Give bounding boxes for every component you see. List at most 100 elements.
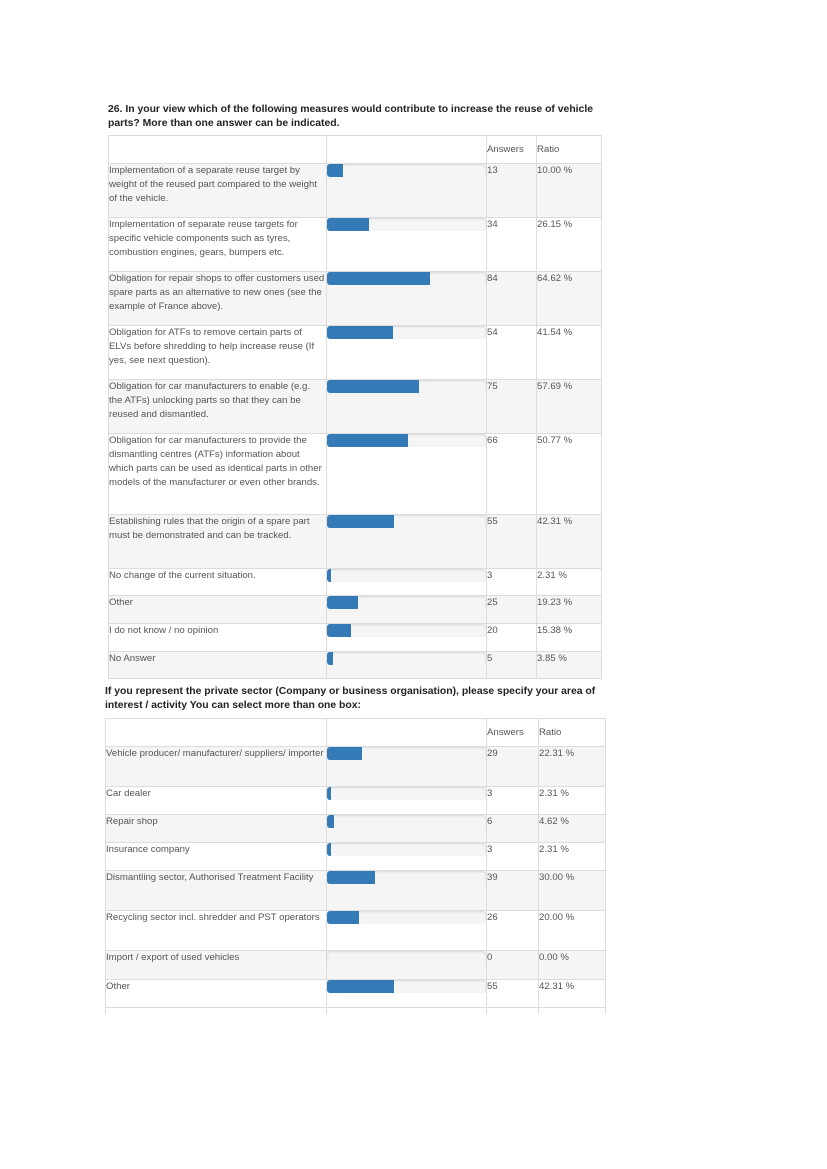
row-label: Other — [105, 979, 327, 1008]
answer-ratio: 3.85 % — [536, 651, 602, 679]
table-row: Dismantling sector, Authorised Treatment… — [105, 870, 606, 911]
answer-ratio: 30.00 % — [538, 870, 606, 911]
progress-bar-fill — [327, 911, 359, 924]
progress-bar-cell — [326, 325, 487, 380]
row-label: Obligation for repair shops to offer cus… — [108, 271, 327, 326]
progress-bar-cell — [326, 870, 487, 911]
answer-ratio: 41.54 % — [536, 325, 602, 380]
table-row: Repair shop 6 4.62 % — [105, 814, 606, 843]
table-row-partial — [105, 1007, 606, 1014]
question-26-title-line1: 26. In your view which of the following … — [108, 104, 594, 115]
answer-ratio: 2.31 % — [538, 786, 606, 815]
answer-count: 13 — [486, 163, 537, 218]
progress-bar-fill — [327, 652, 334, 665]
progress-bar-fill — [327, 164, 343, 177]
progress-bar-cell — [326, 950, 487, 980]
progress-bar-fill — [327, 272, 430, 285]
answer-count: 25 — [486, 595, 537, 624]
empty-cell — [326, 1007, 487, 1014]
table-header-row: Answers Ratio — [105, 718, 606, 747]
private-sector-results-table: Answers Ratio Vehicle producer/ manufact… — [105, 718, 606, 1014]
progress-bar-fill — [327, 787, 331, 800]
progress-bar-track — [327, 218, 486, 231]
progress-bar-cell — [326, 910, 487, 951]
progress-bar-cell — [326, 514, 487, 569]
answer-count: 26 — [486, 910, 539, 951]
answer-ratio: 4.62 % — [538, 814, 606, 843]
answer-count: 3 — [486, 842, 539, 871]
progress-bar-track — [327, 980, 486, 993]
answer-count: 3 — [486, 568, 537, 596]
header-answers: Answers — [486, 718, 539, 747]
table-row: Obligation for car manufacturers to enab… — [108, 379, 602, 434]
row-label: Obligation for car manufacturers to enab… — [108, 379, 327, 434]
table-row: I do not know / no opinion 20 15.38 % — [108, 623, 602, 652]
progress-bar-cell — [326, 979, 487, 1008]
answer-count: 34 — [486, 217, 537, 272]
table-row: Import / export of used vehicles 0 0.00 % — [105, 950, 606, 980]
header-bar-cell — [326, 135, 487, 164]
question-26-title-line2: parts? More than one answer can be indic… — [108, 118, 340, 129]
progress-bar-fill — [327, 515, 395, 528]
answer-count: 20 — [486, 623, 537, 652]
progress-bar-cell — [326, 842, 487, 871]
row-label: Obligation for car manufacturers to prov… — [108, 433, 327, 515]
answer-count: 66 — [486, 433, 537, 515]
row-label: Import / export of used vehicles — [105, 950, 327, 980]
table-row: Car dealer 3 2.31 % — [105, 786, 606, 815]
table-row: Insurance company 3 2.31 % — [105, 842, 606, 871]
answer-count: 75 — [486, 379, 537, 434]
progress-bar-track — [327, 624, 486, 637]
answer-ratio: 22.31 % — [538, 746, 606, 787]
answer-ratio: 19.23 % — [536, 595, 602, 624]
private-sector-title-line2: interest / activity You can select more … — [105, 700, 361, 711]
question-26-results-table: Answers Ratio Implementation of a separa… — [108, 135, 602, 679]
progress-bar-cell — [326, 217, 487, 272]
header-bar-cell — [326, 718, 487, 747]
answer-count: 55 — [486, 979, 539, 1008]
progress-bar-track — [327, 843, 486, 856]
row-label: Other — [108, 595, 327, 624]
row-label: Vehicle producer/ manufacturer/ supplier… — [105, 746, 327, 787]
table-row: Other 25 19.23 % — [108, 595, 602, 624]
progress-bar-track — [327, 747, 486, 760]
answer-count: 6 — [486, 814, 539, 843]
table-row: No change of the current situation. 3 2.31… — [108, 568, 602, 596]
row-label: No change of the current situation. — [108, 568, 327, 596]
row-label: Recycling sector incl. shredder and PST … — [105, 910, 327, 951]
progress-bar-track — [327, 596, 486, 609]
answer-ratio: 2.31 % — [536, 568, 602, 596]
answer-ratio: 42.31 % — [538, 979, 606, 1008]
answer-count: 54 — [486, 325, 537, 380]
progress-bar-track — [327, 815, 486, 828]
progress-bar-track — [327, 569, 486, 582]
progress-bar-fill — [327, 624, 352, 637]
table-row: Implementation of a separate reuse targe… — [108, 163, 602, 218]
row-label: Insurance company — [105, 842, 327, 871]
answer-count: 5 — [486, 651, 537, 679]
progress-bar-cell — [326, 595, 487, 624]
progress-bar-track — [327, 787, 486, 800]
row-label: I do not know / no opinion — [108, 623, 327, 652]
row-label: Repair shop — [105, 814, 327, 843]
header-blank-cell — [105, 718, 327, 747]
table-row: Obligation for repair shops to offer cus… — [108, 271, 602, 326]
answer-ratio: 15.38 % — [536, 623, 602, 652]
empty-cell — [486, 1007, 539, 1014]
answer-count: 84 — [486, 271, 537, 326]
progress-bar-fill — [327, 380, 419, 393]
row-label: Implementation of separate reuse targets… — [108, 217, 327, 272]
header-blank-cell — [108, 135, 327, 164]
answer-count: 3 — [486, 786, 539, 815]
table-row: Establishing rules that the origin of a … — [108, 514, 602, 569]
table-row: No Answer 5 3.85 % — [108, 651, 602, 679]
progress-bar-track — [327, 434, 486, 447]
header-ratio: Ratio — [536, 135, 602, 164]
table-row: Obligation for car manufacturers to prov… — [108, 433, 602, 515]
table-header-row: Answers Ratio — [108, 135, 602, 164]
answer-ratio: 0.00 % — [538, 950, 606, 980]
progress-bar-cell — [326, 568, 487, 596]
answer-count: 29 — [486, 746, 539, 787]
progress-bar-cell — [326, 379, 487, 434]
answer-ratio: 50.77 % — [536, 433, 602, 515]
